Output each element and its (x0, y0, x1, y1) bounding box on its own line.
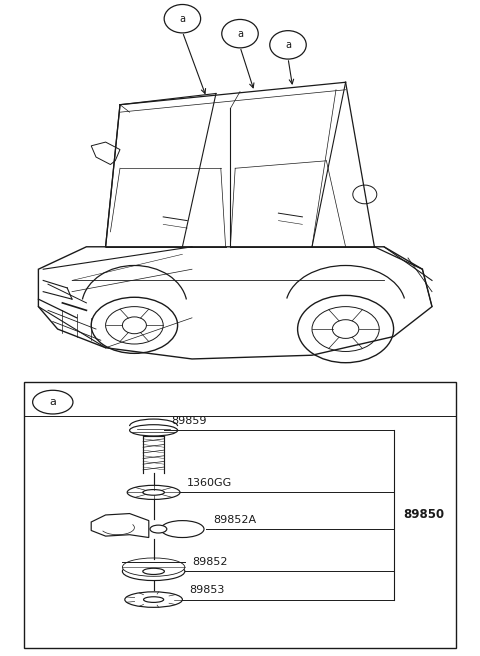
Ellipse shape (143, 568, 165, 575)
Ellipse shape (143, 489, 165, 495)
Circle shape (33, 390, 73, 414)
Text: 89853: 89853 (190, 585, 225, 596)
Text: a: a (237, 29, 243, 39)
Polygon shape (91, 514, 149, 537)
Ellipse shape (144, 597, 164, 602)
Text: a: a (285, 40, 291, 50)
Circle shape (164, 5, 201, 33)
Text: 89852A: 89852A (214, 515, 257, 525)
Text: 89852: 89852 (192, 557, 228, 567)
Text: 89859: 89859 (171, 416, 207, 426)
Ellipse shape (122, 558, 185, 577)
Ellipse shape (127, 485, 180, 499)
Ellipse shape (130, 424, 178, 436)
Ellipse shape (122, 562, 185, 581)
Circle shape (270, 31, 306, 59)
Ellipse shape (150, 525, 167, 533)
Ellipse shape (161, 521, 204, 537)
Ellipse shape (125, 592, 182, 607)
Text: a: a (49, 397, 56, 407)
Text: a: a (180, 14, 185, 24)
Text: 1360GG: 1360GG (187, 478, 232, 488)
Text: 89850: 89850 (403, 508, 444, 522)
Circle shape (222, 20, 258, 48)
